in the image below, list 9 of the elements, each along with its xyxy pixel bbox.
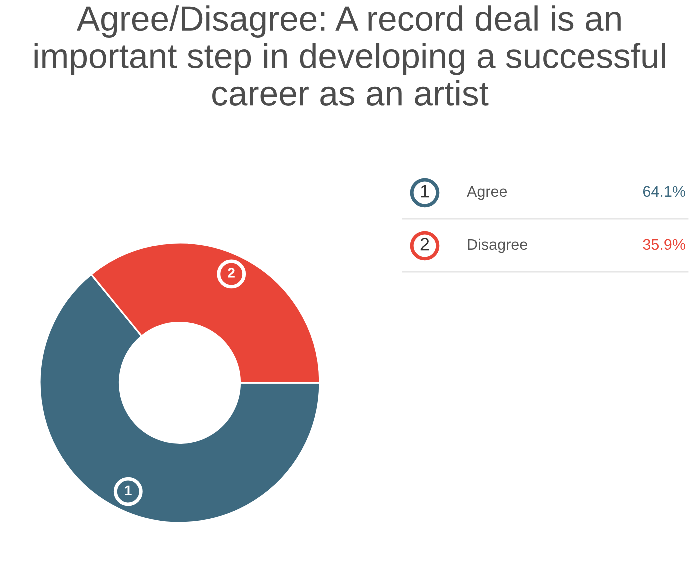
text: 2: [228, 268, 235, 278]
data-label: 64.1%: [643, 186, 686, 198]
legend-label: Agree: [467, 186, 508, 200]
data-label: 35.9%: [643, 239, 686, 250]
text: 2: [420, 238, 430, 251]
text: 1: [421, 185, 430, 198]
text: 1: [125, 486, 132, 496]
legend-label: Disagree: [468, 238, 528, 254]
chart-title: Agree/Disagree: A record deal is an important step in developing a successful career as an artist: [34, 6, 666, 106]
